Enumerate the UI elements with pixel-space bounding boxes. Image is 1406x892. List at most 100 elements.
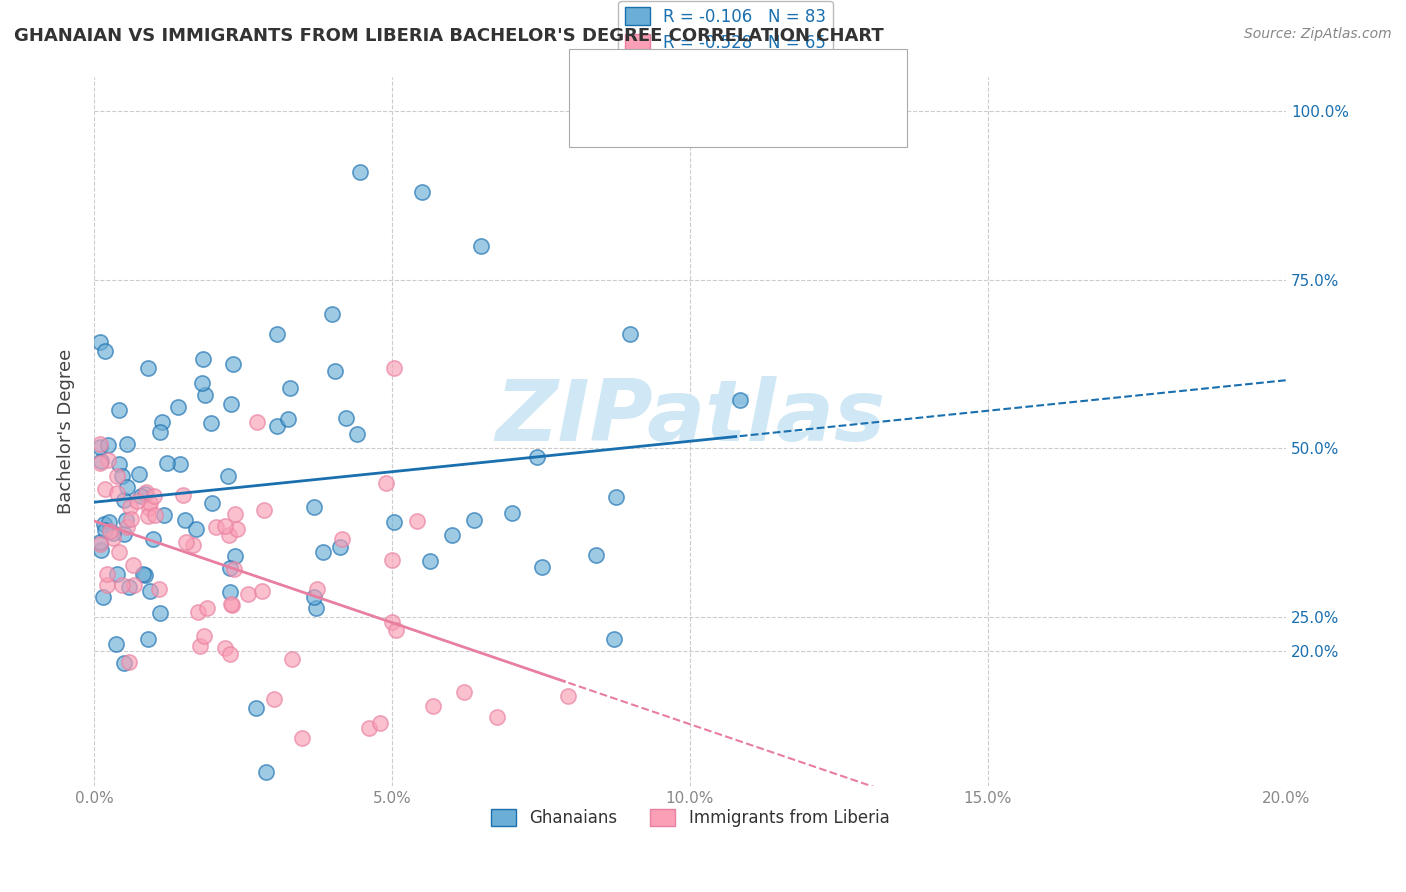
- Ghanaians: [603, 632, 626, 646]
- Ghanaians: [190, 376, 212, 391]
- Ghanaians: [93, 516, 115, 531]
- Immigrants from Liberia: [188, 639, 211, 653]
- Ghanaians: [108, 457, 131, 471]
- Immigrants from Liberia: [193, 628, 215, 642]
- Immigrants from Liberia: [381, 553, 404, 567]
- Immigrants from Liberia: [115, 520, 138, 534]
- Legend: Ghanaians, Immigrants from Liberia: Ghanaians, Immigrants from Liberia: [484, 803, 896, 834]
- Ghanaians: [304, 590, 326, 604]
- Ghanaians: [302, 500, 325, 515]
- Ghanaians: [219, 397, 242, 411]
- Immigrants from Liberia: [253, 502, 276, 516]
- Immigrants from Liberia: [174, 534, 197, 549]
- Immigrants from Liberia: [225, 522, 247, 536]
- Immigrants from Liberia: [453, 685, 475, 699]
- Immigrants from Liberia: [98, 524, 121, 538]
- Text: Source: ZipAtlas.com: Source: ZipAtlas.com: [1244, 27, 1392, 41]
- Ghanaians: [167, 401, 190, 415]
- Ghanaians: [98, 516, 121, 530]
- Ghanaians: [134, 568, 156, 582]
- Ghanaians: [89, 440, 111, 454]
- Ghanaians: [134, 487, 156, 501]
- Immigrants from Liberia: [94, 482, 117, 496]
- Ghanaians: [245, 700, 267, 714]
- Ghanaians: [277, 411, 299, 425]
- Ghanaians: [91, 590, 114, 604]
- Ghanaians: [105, 567, 128, 582]
- Ghanaians: [201, 495, 224, 509]
- Ghanaians: [108, 402, 131, 417]
- Ghanaians: [194, 388, 217, 402]
- Ghanaians: [501, 506, 523, 520]
- Ghanaians: [266, 326, 288, 341]
- Ghanaians: [463, 513, 485, 527]
- Immigrants from Liberia: [381, 615, 404, 629]
- Immigrants from Liberia: [305, 582, 328, 597]
- Ghanaians: [266, 418, 288, 433]
- Ghanaians: [193, 351, 215, 366]
- Ghanaians: [526, 450, 548, 465]
- Immigrants from Liberia: [118, 655, 141, 669]
- Immigrants from Liberia: [143, 489, 166, 503]
- Immigrants from Liberia: [139, 495, 162, 509]
- Ghanaians: [115, 513, 138, 527]
- Immigrants from Liberia: [136, 508, 159, 523]
- Ghanaians: [115, 480, 138, 494]
- Immigrants from Liberia: [96, 566, 118, 581]
- Ghanaians: [418, 553, 440, 567]
- Immigrants from Liberia: [105, 486, 128, 500]
- Ghanaians: [142, 532, 165, 546]
- Ghanaians: [111, 469, 134, 483]
- Ghanaians: [169, 457, 191, 471]
- Immigrants from Liberia: [214, 641, 236, 656]
- Immigrants from Liberia: [187, 606, 209, 620]
- Ghanaians: [346, 427, 368, 442]
- Immigrants from Liberia: [382, 361, 405, 376]
- Immigrants from Liberia: [103, 531, 125, 545]
- Immigrants from Liberia: [224, 508, 246, 522]
- Ghanaians: [585, 548, 607, 562]
- Ghanaians: [200, 416, 222, 430]
- Ghanaians: [224, 549, 246, 564]
- Ghanaians: [129, 489, 152, 503]
- Immigrants from Liberia: [214, 518, 236, 533]
- Immigrants from Liberia: [385, 623, 408, 637]
- Immigrants from Liberia: [89, 456, 111, 470]
- Ghanaians: [118, 580, 141, 594]
- Ghanaians: [605, 490, 627, 504]
- Ghanaians: [153, 508, 176, 522]
- Immigrants from Liberia: [357, 721, 380, 735]
- Ghanaians: [184, 522, 207, 536]
- Ghanaians: [90, 454, 112, 468]
- Immigrants from Liberia: [181, 538, 204, 552]
- Immigrants from Liberia: [246, 416, 269, 430]
- Immigrants from Liberia: [330, 532, 353, 546]
- Immigrants from Liberia: [120, 500, 142, 514]
- Immigrants from Liberia: [557, 689, 579, 703]
- Immigrants from Liberia: [374, 475, 396, 490]
- Ghanaians: [103, 526, 125, 541]
- Ghanaians: [138, 584, 160, 599]
- Ghanaians: [115, 437, 138, 451]
- Immigrants from Liberia: [368, 715, 391, 730]
- Immigrants from Liberia: [224, 561, 246, 575]
- Ghanaians: [136, 360, 159, 375]
- Ghanaians: [219, 585, 242, 599]
- Immigrants from Liberia: [122, 558, 145, 573]
- Immigrants from Liberia: [250, 584, 273, 599]
- Immigrants from Liberia: [135, 485, 157, 500]
- Ghanaians: [312, 545, 335, 559]
- Ghanaians: [112, 656, 135, 670]
- Ghanaians: [132, 566, 155, 581]
- Ghanaians: [97, 438, 120, 452]
- Ghanaians: [329, 541, 352, 555]
- Ghanaians: [325, 364, 347, 378]
- Y-axis label: Bachelor's Degree: Bachelor's Degree: [58, 349, 75, 515]
- Immigrants from Liberia: [89, 437, 111, 451]
- Ghanaians: [128, 467, 150, 481]
- Immigrants from Liberia: [143, 508, 166, 522]
- Immigrants from Liberia: [120, 512, 142, 526]
- Ghanaians: [218, 561, 240, 575]
- Immigrants from Liberia: [422, 699, 444, 714]
- Immigrants from Liberia: [172, 488, 194, 502]
